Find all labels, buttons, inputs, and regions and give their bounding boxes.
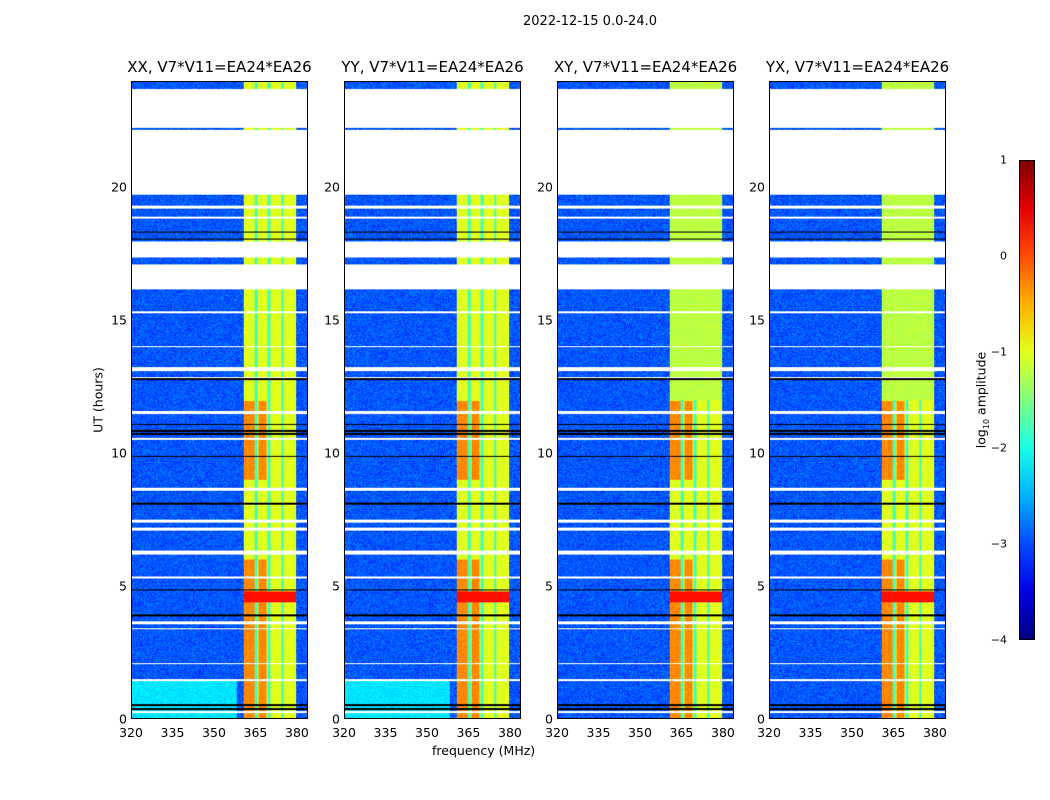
x-tick-label: 335 [373,725,398,740]
waterfall-panel-1 [344,81,521,719]
y-tick-label: 20 [111,179,127,195]
y-tick-label: 20 [749,179,765,195]
colorbar-label-main: log [973,429,989,449]
y-tick-label: 20 [324,179,340,195]
waterfall-image [770,82,945,718]
colorbar-tick-label: 1 [1000,153,1007,167]
colorbar-tick-label: −1 [990,345,1007,359]
waterfall-image [132,82,307,718]
x-axis-label: frequency (MHz) [432,743,536,758]
y-tick-label: 15 [111,312,127,328]
x-tick-label: 365 [669,725,694,740]
x-tick-label: 365 [881,725,906,740]
colorbar-tick-label: −3 [990,537,1007,551]
panel-title: XX, V7*V11=EA24*EA26 [127,58,312,76]
figure-title: 2022-12-15 0.0-24.0 [523,14,657,29]
colorbar [1019,160,1035,640]
y-tick-label: 0 [757,711,765,727]
x-tick-label: 380 [498,725,522,740]
waterfall-panel-0 [131,81,308,719]
y-axis-label: UT (hours) [90,367,106,433]
panel-title: XY, V7*V11=EA24*EA26 [553,58,738,76]
x-tick-label: 350 [628,725,652,740]
x-tick-label: 365 [243,725,268,740]
y-tick-label: 10 [324,445,340,461]
x-tick-label: 320 [332,725,356,740]
x-tick-label: 320 [545,725,569,740]
y-tick-label: 10 [537,445,553,461]
colorbar-tick-label: 0 [1000,249,1007,263]
x-tick-label: 335 [586,725,611,740]
x-tick-label: 350 [415,725,439,740]
y-tick-label: 5 [332,578,340,594]
waterfall-image [558,82,733,718]
y-tick-label: 15 [324,312,340,328]
y-tick-label: 0 [545,711,553,727]
y-tick-label: 0 [332,711,340,727]
colorbar-tick-label: −2 [990,441,1007,455]
y-tick-label: 15 [749,312,765,328]
colorbar-tick-label: −4 [990,633,1007,647]
y-tick-label: 5 [545,578,553,594]
waterfall-panel-2 [557,81,734,719]
waterfall-image [345,82,520,718]
y-tick-label: 10 [111,445,127,461]
colorbar-label: log10 amplitude [973,352,991,448]
y-tick-label: 5 [757,578,765,594]
x-tick-label: 380 [711,725,735,740]
x-tick-label: 320 [757,725,781,740]
y-tick-label: 15 [537,312,553,328]
y-tick-label: 20 [537,179,553,195]
colorbar-label-tail: amplitude [973,351,989,419]
x-tick-label: 365 [456,725,481,740]
colorbar-label-sub: 10 [981,418,991,430]
panel-title: YY, V7*V11=EA24*EA26 [341,58,524,76]
y-tick-label: 0 [119,711,127,727]
y-tick-label: 5 [119,578,127,594]
x-tick-label: 380 [285,725,309,740]
x-tick-label: 335 [798,725,823,740]
x-tick-label: 320 [119,725,143,740]
x-tick-label: 335 [160,725,185,740]
x-tick-label: 380 [923,725,947,740]
x-tick-label: 350 [840,725,864,740]
panel-title: YX, V7*V11=EA24*EA26 [765,58,950,76]
waterfall-panel-3 [769,81,946,719]
x-tick-label: 350 [202,725,226,740]
y-tick-label: 10 [749,445,765,461]
